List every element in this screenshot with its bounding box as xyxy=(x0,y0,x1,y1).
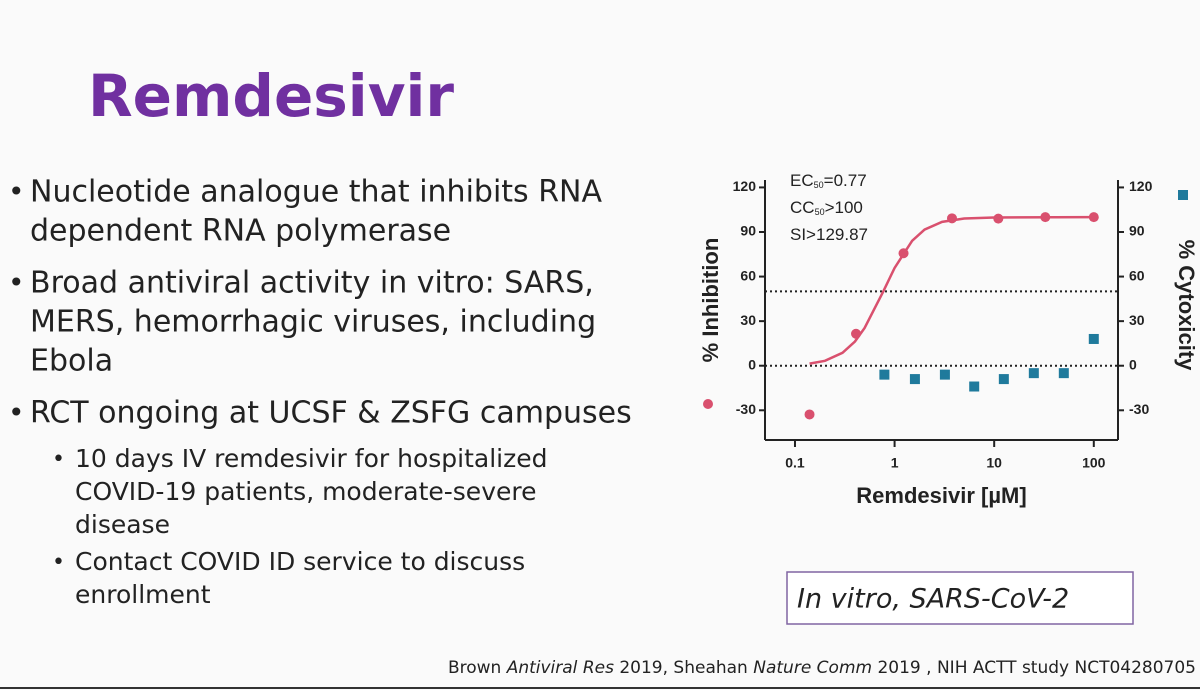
y-tick-label: -30 xyxy=(736,401,756,417)
inhibition-point xyxy=(804,409,815,420)
annotation-rest: >100 xyxy=(825,198,863,217)
x-tick-label: 1 xyxy=(891,455,899,471)
legend-marker xyxy=(703,399,713,409)
sub-bullet-dot: • xyxy=(52,447,65,472)
cytotoxicity-point xyxy=(969,381,980,392)
annotation-main: EC xyxy=(790,171,814,190)
y-axis-label: % Inhibition xyxy=(698,238,723,363)
y2-tick-label: 0 xyxy=(1129,356,1137,372)
bullet-text: Broad antiviral activity in vitro: SARS, xyxy=(30,266,594,301)
x-tick-label: 10 xyxy=(986,455,1002,471)
cytotoxicity-point xyxy=(1058,368,1069,379)
y2-axis-label: % Cytoxicity xyxy=(1174,240,1199,372)
y2-tick-label: -30 xyxy=(1129,401,1149,417)
y2-tick-label: 30 xyxy=(1129,312,1145,328)
cytotoxicity-point xyxy=(1088,333,1099,344)
bullet-text: Ebola xyxy=(30,344,113,379)
caption-box xyxy=(786,571,1134,625)
citation-part: 2019 , NIH ACTT study NCT04280705 xyxy=(872,658,1196,678)
bullet-text: MERS, hemorrhagic viruses, including xyxy=(30,305,596,340)
sub-bullet-text: disease xyxy=(75,510,170,539)
bullet-dot: • xyxy=(8,175,25,208)
slide-title: Remdesivir xyxy=(88,62,454,130)
bullet-text: dependent RNA polymerase xyxy=(30,214,451,249)
cytotoxicity-point xyxy=(939,369,950,380)
sub-bullet-text: enrollment xyxy=(75,580,211,609)
cytotoxicity-point xyxy=(879,369,890,380)
bullet-dot: • xyxy=(8,396,25,429)
cytotoxicity-point xyxy=(998,374,1009,385)
bullet-text: Nucleotide analogue that inhibits RNA xyxy=(30,175,602,210)
caption: In vitro, SARS-CoV-2 xyxy=(797,584,1069,615)
sub-bullet-text: 10 days IV remdesivir for hospitalized xyxy=(75,444,547,473)
sub-bullet-text: COVID-19 patients, moderate-severe xyxy=(75,477,536,506)
bullet-text: RCT ongoing at UCSF & ZSFG campuses xyxy=(30,396,632,431)
y-tick-label: 120 xyxy=(733,178,757,194)
y-tick-label: 30 xyxy=(740,312,756,328)
sub-bullet-text: Contact COVID ID service to discuss xyxy=(75,547,525,576)
sub-bullet-dot: • xyxy=(52,550,65,575)
legend-marker xyxy=(1178,190,1188,200)
annotation-main: SI>129.87 xyxy=(790,225,868,244)
citation-part: Antiviral Res xyxy=(506,658,614,678)
citation-part: Brown xyxy=(448,658,507,678)
x-tick-label: 100 xyxy=(1082,455,1106,471)
annotation-rest: =0.77 xyxy=(824,171,867,190)
x-axis-label: Remdesivir [µM] xyxy=(856,483,1026,508)
y-tick-label: 0 xyxy=(748,356,756,372)
annotation-sub: 50 xyxy=(815,207,825,217)
citation-part: Nature Comm xyxy=(753,658,872,678)
citation-part: 2019, Sheahan xyxy=(614,658,753,678)
annotation-sub: 50 xyxy=(814,180,824,190)
bullet-dot: • xyxy=(8,266,25,299)
x-tick-label: 0.1 xyxy=(785,455,805,471)
annotation: CC50>100 xyxy=(790,198,863,217)
y2-tick-label: 60 xyxy=(1129,267,1145,283)
annotation: EC50=0.77 xyxy=(790,171,867,190)
annotation-main: CC xyxy=(790,198,815,217)
citation: Brown Antiviral Res 2019, Sheahan Nature… xyxy=(448,658,1196,678)
fit-curve xyxy=(809,215,1094,365)
y2-tick-label: 120 xyxy=(1129,178,1153,194)
annotation: SI>129.87 xyxy=(790,225,868,244)
y-tick-label: 60 xyxy=(740,267,756,283)
y2-tick-label: 90 xyxy=(1129,223,1145,239)
cytotoxicity-point xyxy=(909,374,920,385)
y-tick-label: 90 xyxy=(740,223,756,239)
cytotoxicity-point xyxy=(1028,368,1039,379)
